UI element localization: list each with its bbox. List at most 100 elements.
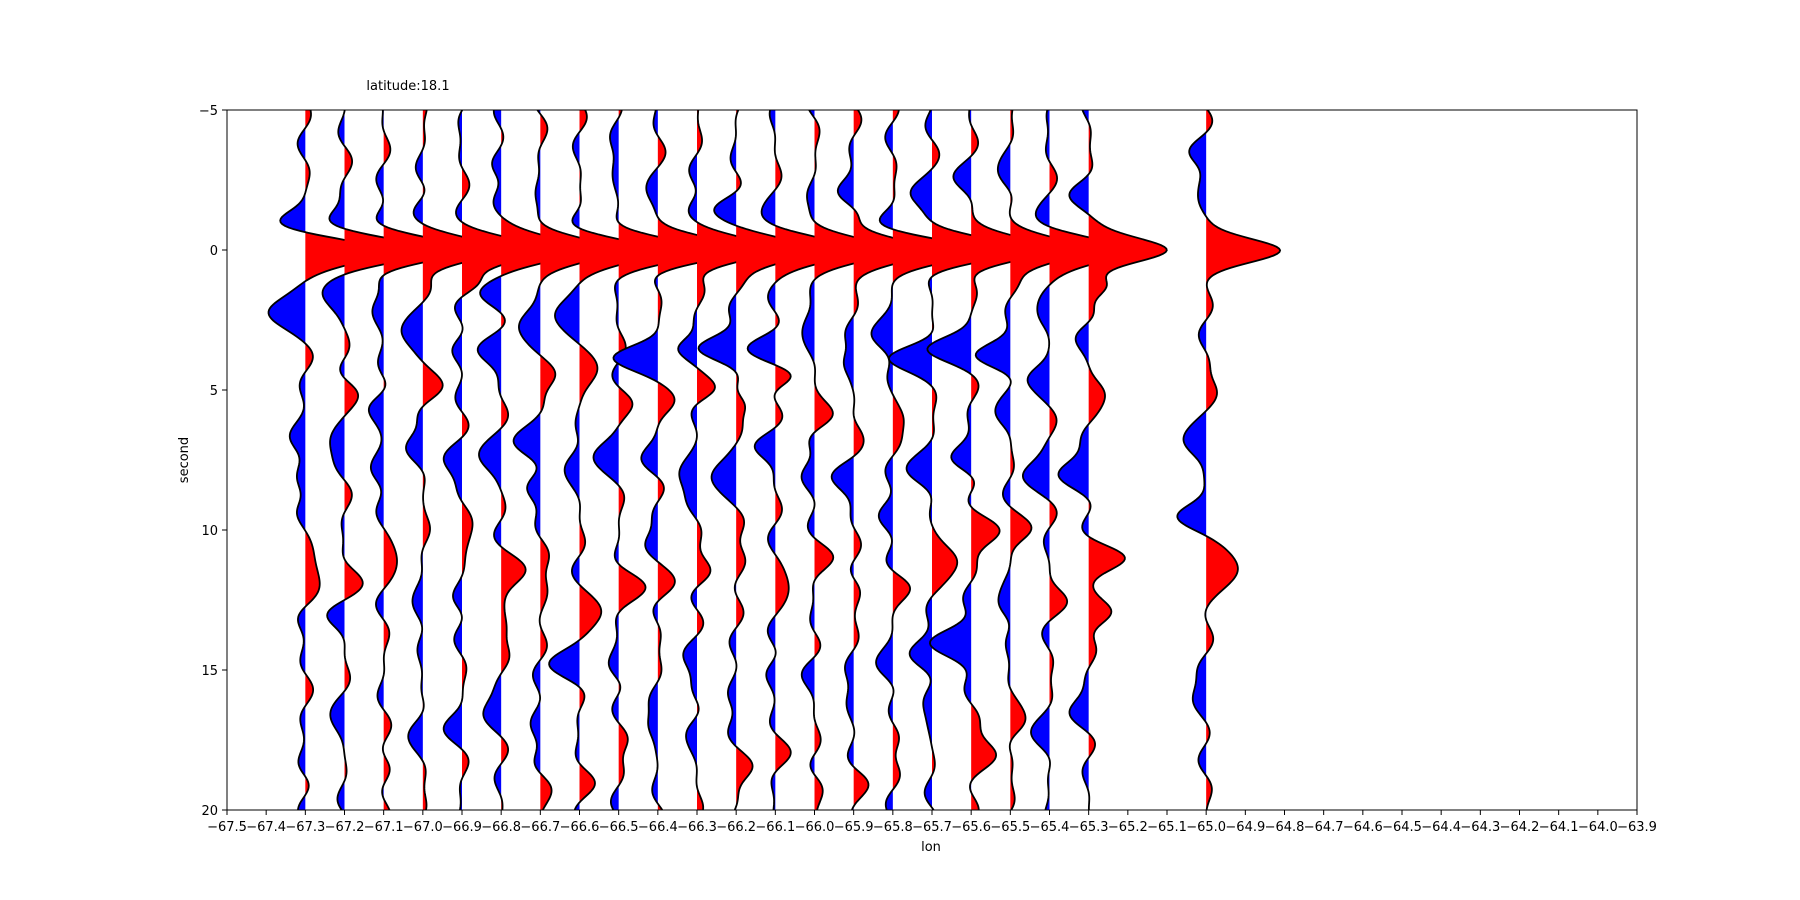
traces-layer <box>267 110 1282 810</box>
x-tick-label: −64.0 <box>1578 820 1618 835</box>
trace-negative-fill <box>513 110 541 810</box>
x-tick-label: −66.9 <box>442 820 482 835</box>
x-tick-label: −65.6 <box>951 820 991 835</box>
x-axis-ticks: −67.5 −67.4 −67.3 −67.2 −67.1 −67.0 −66.9 −66.8… <box>207 810 1657 835</box>
seismic-trace <box>548 110 656 810</box>
x-tick-label: −65.7 <box>912 820 952 835</box>
trace-line <box>267 110 384 810</box>
trace-negative-fill <box>927 110 972 810</box>
trace-line <box>1176 110 1282 810</box>
x-tick-label: −64.3 <box>1460 820 1500 835</box>
trace-positive-fill <box>579 110 655 810</box>
trace-negative-fill <box>368 110 384 810</box>
x-tick-label: −66.1 <box>755 820 795 835</box>
trace-line <box>830 110 929 810</box>
trace-negative-fill <box>549 110 580 810</box>
trace-negative-fill <box>888 110 932 810</box>
trace-positive-fill <box>853 110 928 810</box>
y-tick-label: −5 <box>199 104 218 119</box>
trace-negative-fill <box>698 110 737 810</box>
trace-positive-fill <box>736 110 812 810</box>
y-axis-label: second <box>177 437 192 483</box>
x-axis-label: lon <box>921 840 941 855</box>
x-tick-label: −64.8 <box>1265 820 1305 835</box>
x-tick-label: −64.9 <box>1225 820 1265 835</box>
chart-title: latitude:18.1 <box>366 79 449 94</box>
x-tick-label: −65.9 <box>834 820 874 835</box>
trace-negative-fill <box>443 110 462 810</box>
trace-positive-fill <box>540 110 612 810</box>
trace-positive-fill <box>1206 110 1281 810</box>
seismic-trace <box>476 110 581 810</box>
y-tick-label: 5 <box>210 384 218 399</box>
trace-line <box>697 110 813 810</box>
seismic-trace <box>1057 110 1168 810</box>
seismic-trace <box>830 110 929 810</box>
y-tick-label: 0 <box>210 244 218 259</box>
trace-positive-fill <box>971 110 1049 810</box>
trace-positive-fill <box>422 110 498 810</box>
seismic-trace <box>800 110 890 810</box>
trace-positive-fill <box>1049 110 1128 810</box>
trace-line <box>367 110 464 810</box>
trace-negative-fill <box>477 110 502 810</box>
trace-line <box>1057 110 1168 810</box>
x-tick-label: −64.7 <box>1304 820 1344 835</box>
x-tick-label: −65.2 <box>1108 820 1148 835</box>
trace-negative-fill <box>613 110 658 810</box>
x-tick-label: −65.3 <box>1069 820 1109 835</box>
seismic-trace <box>697 110 813 810</box>
seismic-trace <box>512 110 613 810</box>
trace-line <box>548 110 656 810</box>
trace-negative-fill <box>593 110 619 810</box>
x-tick-label: −66.3 <box>677 820 717 835</box>
seismic-trace <box>926 110 1050 810</box>
x-tick-label: −65.8 <box>873 820 913 835</box>
x-tick-label: −67.0 <box>403 820 443 835</box>
x-tick-label: −64.5 <box>1382 820 1422 835</box>
trace-line <box>321 110 430 810</box>
x-tick-label: −66.8 <box>481 820 521 835</box>
trace-line <box>677 110 773 810</box>
y-axis-ticks: −5 0 5 10 15 20 <box>199 104 227 819</box>
x-tick-label: −67.2 <box>325 820 365 835</box>
x-tick-label: −66.4 <box>638 820 678 835</box>
y-tick-label: 10 <box>201 524 218 539</box>
trace-line <box>592 110 705 810</box>
trace-line <box>870 110 976 810</box>
x-tick-label: −64.1 <box>1539 820 1579 835</box>
trace-positive-fill <box>814 110 889 810</box>
trace-negative-fill <box>678 110 697 810</box>
x-tick-label: −64.2 <box>1500 820 1540 835</box>
seismic-trace <box>267 110 384 810</box>
trace-line <box>512 110 613 810</box>
seismic-trace <box>1176 110 1282 810</box>
trace-positive-fill <box>1010 110 1084 810</box>
trace-positive-fill <box>932 110 1017 810</box>
x-tick-label: −66.0 <box>795 820 835 835</box>
trace-positive-fill <box>462 110 541 810</box>
seismic-trace <box>400 110 499 810</box>
trace-line <box>476 110 581 810</box>
trace-positive-fill <box>305 110 383 810</box>
x-tick-label: −65.1 <box>1147 820 1187 835</box>
trace-negative-fill <box>831 110 854 810</box>
trace-line <box>442 110 542 810</box>
trace-negative-fill <box>747 110 776 810</box>
x-tick-label: −67.5 <box>207 820 247 835</box>
x-tick-label: −67.3 <box>285 820 325 835</box>
trace-line <box>974 110 1085 810</box>
seismic-trace <box>1021 110 1129 810</box>
trace-negative-fill <box>975 110 1011 810</box>
x-tick-label: −66.6 <box>560 820 600 835</box>
seismic-trace <box>677 110 773 810</box>
x-tick-label: −64.6 <box>1343 820 1383 835</box>
x-tick-label: −65.5 <box>990 820 1030 835</box>
x-tick-label: −64.4 <box>1421 820 1461 835</box>
seismic-trace <box>746 110 856 810</box>
x-tick-label: −67.1 <box>364 820 404 835</box>
trace-line <box>888 110 1018 810</box>
x-tick-label: −66.5 <box>599 820 639 835</box>
trace-positive-fill <box>1088 110 1167 810</box>
